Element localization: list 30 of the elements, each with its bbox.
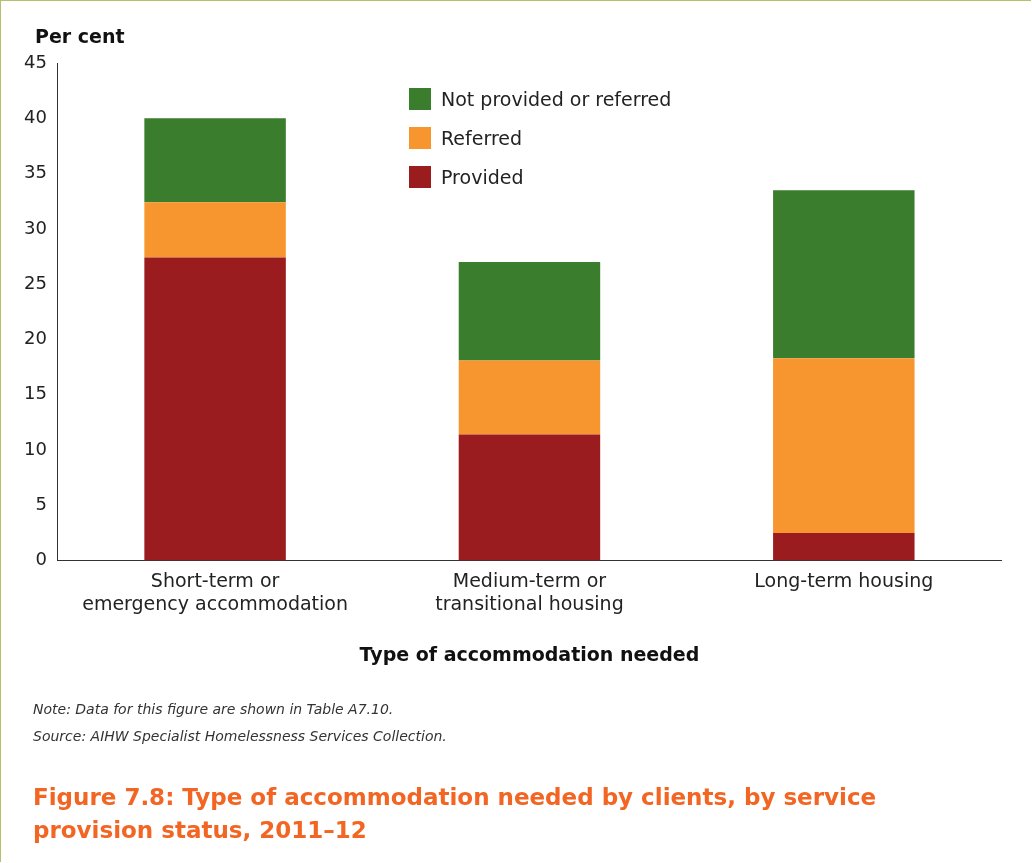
bar bbox=[144, 202, 286, 258]
y-tick-label: 35 bbox=[24, 161, 47, 183]
legend-label: Provided bbox=[441, 165, 524, 188]
bar bbox=[458, 434, 601, 561]
bar bbox=[773, 532, 915, 561]
text: Note: Data for this figure are shown in Table A7.10. bbox=[33, 701, 395, 717]
y-tick-label: 0 bbox=[35, 548, 47, 570]
legend-label: Referred bbox=[441, 126, 523, 149]
source-note: Source: AIHW Specialist Homelessness Services Collection. bbox=[33, 728, 447, 744]
y-tick-label: 30 bbox=[24, 216, 47, 238]
bar bbox=[144, 257, 286, 561]
x-tick-label: Medium-term or transitional housing bbox=[435, 568, 624, 614]
bar bbox=[458, 360, 601, 435]
y-tick-label: 25 bbox=[24, 271, 47, 293]
bar bbox=[773, 190, 915, 359]
x-tick-label: Short-term or emergency accommodation bbox=[82, 568, 348, 614]
bar bbox=[458, 262, 601, 361]
text: Figure 7.8: Type of accommodation needed by clients, by service provision status, 2011–12 bbox=[33, 783, 878, 845]
y-tick-label: 10 bbox=[24, 437, 47, 459]
bar bbox=[144, 118, 286, 203]
y-tick-label: 5 bbox=[35, 492, 47, 514]
x-axis-title: Type of accommodation needed bbox=[359, 642, 700, 665]
y-tick-label: 40 bbox=[24, 105, 47, 127]
y-tick-label: 45 bbox=[24, 50, 47, 72]
bar bbox=[773, 358, 915, 533]
x-tick-label: Long-term housing bbox=[754, 568, 934, 591]
y-tick-label: 15 bbox=[24, 382, 47, 404]
y-tick-label: 20 bbox=[24, 327, 47, 349]
legend-label: Not provided or referred bbox=[441, 87, 672, 110]
y-axis-title: Per cent bbox=[35, 25, 125, 47]
